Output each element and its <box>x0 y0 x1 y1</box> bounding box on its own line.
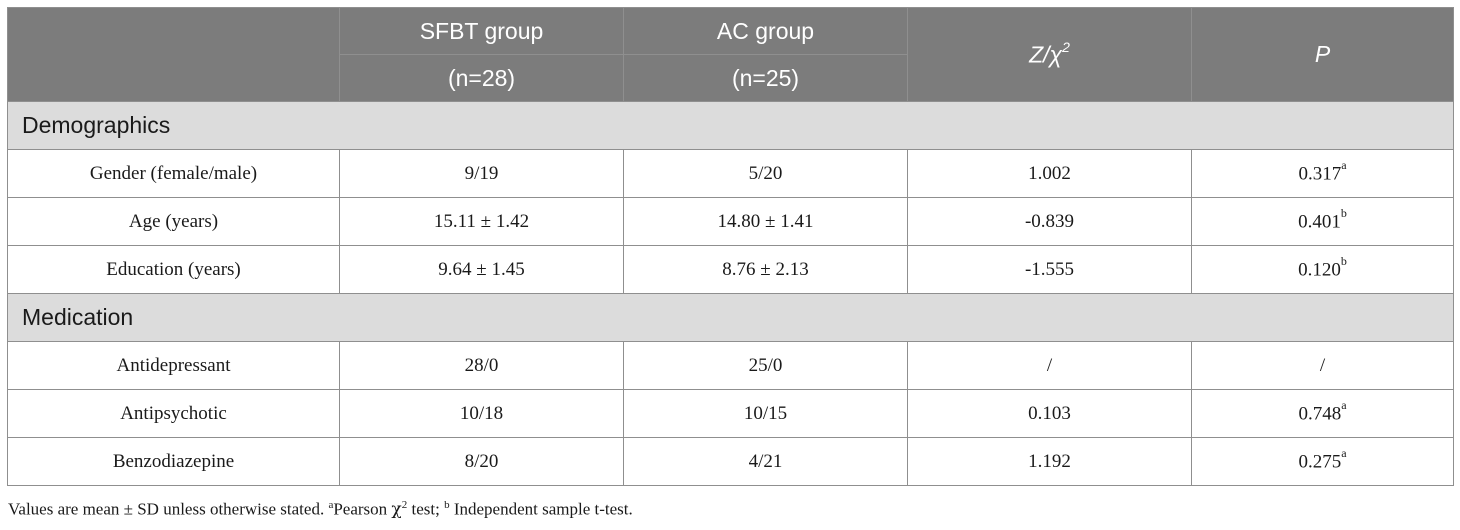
section-label: Demographics <box>7 101 1454 150</box>
header-sfbt-group: SFBT group <box>339 7 624 55</box>
demographics-table: SFBT group AC group Z/χ2 P (n=28) (n=25)… <box>7 7 1454 486</box>
section-row: Medication <box>7 293 1454 342</box>
footnote-superscript-a: a <box>328 499 334 511</box>
table-row: Benzodiazepine 8/20 4/21 1.192 0.275a <box>7 437 1454 486</box>
statistic-value-cell: 0.103 <box>907 389 1192 438</box>
ac-value-cell: 10/15 <box>623 389 908 438</box>
ac-value-cell: 8.76 ± 2.13 <box>623 245 908 294</box>
row-label-cell: Antipsychotic <box>7 389 340 438</box>
row-label-cell: Antidepressant <box>7 341 340 390</box>
section-label: Medication <box>7 293 1454 342</box>
ac-value-cell: 5/20 <box>623 149 908 198</box>
p-value-cell: 0.275a <box>1191 437 1454 486</box>
p-value-superscript: a <box>1341 398 1347 413</box>
p-value-superscript: a <box>1341 446 1347 461</box>
header-p-value: P <box>1191 7 1454 102</box>
statistic-value-cell: 1.192 <box>907 437 1192 486</box>
p-value: 0.275 <box>1298 451 1342 473</box>
p-value-superscript: a <box>1341 158 1347 173</box>
footnote-chi-symbol: χ <box>391 499 402 520</box>
row-label-cell: Gender (female/male) <box>7 149 340 198</box>
ac-value-cell: 25/0 <box>623 341 908 390</box>
table-footnote: Values are mean ± SD unless otherwise st… <box>8 499 633 520</box>
footnote-text-1: Values are mean ± SD unless otherwise st… <box>8 499 329 519</box>
p-value-cell: / <box>1191 341 1454 390</box>
table-row: Education (years) 9.64 ± 1.45 8.76 ± 2.13-… <box>7 245 1454 294</box>
row-label-cell: Benzodiazepine <box>7 437 340 486</box>
sfbt-value-cell: 9.64 ± 1.45 <box>339 245 624 294</box>
header-ac-group: AC group <box>623 7 908 55</box>
table-row: Antipsychotic 10/18 10/15 0.103 0.748a <box>7 389 1454 438</box>
row-label-cell: Age (years) <box>7 197 340 246</box>
header-sfbt-n: (n=28) <box>339 54 624 102</box>
sfbt-value-cell: 9/19 <box>339 149 624 198</box>
footnote-superscript-b: b <box>444 499 450 511</box>
p-value-superscript: b <box>1340 254 1347 269</box>
statistic-value-cell: / <box>907 341 1192 390</box>
p-value-superscript: b <box>1340 206 1347 221</box>
p-value-cell: 0.317a <box>1191 149 1454 198</box>
header-test-statistic-label: Z/χ <box>1029 41 1063 68</box>
p-value-cell: 0.401b <box>1191 197 1454 246</box>
table-body: Demographics Gender (female/male) 9/19 5/20… <box>7 101 1454 486</box>
row-label-cell: Education (years) <box>7 245 340 294</box>
footnote-chi-superscript: 2 <box>401 499 408 511</box>
sfbt-value-cell: 15.11 ± 1.42 <box>339 197 624 246</box>
statistic-value-cell: -1.555 <box>907 245 1192 294</box>
table-row: Gender (female/male) 9/19 5/20 1.002 0.317a <box>7 149 1454 198</box>
table-row: Antidepressant 28/0 25/0// <box>7 341 1454 390</box>
header-blank-cell <box>7 7 340 102</box>
sfbt-value-cell: 10/18 <box>339 389 624 438</box>
ac-value-cell: 14.80 ± 1.41 <box>623 197 908 246</box>
p-value-cell: 0.748a <box>1191 389 1454 438</box>
footnote-text-2: Pearson <box>333 499 392 519</box>
p-value: 0.120 <box>1298 259 1341 281</box>
p-value-cell: 0.120b <box>1191 245 1454 294</box>
p-value: / <box>1319 354 1326 376</box>
statistic-value-cell: 1.002 <box>907 149 1192 198</box>
table-row: Age (years) 15.11 ± 1.42 14.80 ± 1.41 -0.83… <box>7 197 1454 246</box>
section-row: Demographics <box>7 101 1454 150</box>
header-ac-n: (n=25) <box>623 54 908 102</box>
p-value: 0.748 <box>1298 403 1342 425</box>
sfbt-value-cell: 8/20 <box>339 437 624 486</box>
sfbt-value-cell: 28/0 <box>339 341 624 390</box>
footnote-text-4: Independent sample t-test. <box>449 499 633 519</box>
statistic-value-cell: -0.839 <box>907 197 1192 246</box>
p-value: 0.401 <box>1298 211 1341 233</box>
header-test-statistic-superscript: 2 <box>1062 38 1070 55</box>
header-test-statistic: Z/χ2 <box>907 7 1192 102</box>
footnote-text-3: test; <box>407 499 445 519</box>
p-value: 0.317 <box>1298 163 1342 185</box>
ac-value-cell: 4/21 <box>623 437 908 486</box>
